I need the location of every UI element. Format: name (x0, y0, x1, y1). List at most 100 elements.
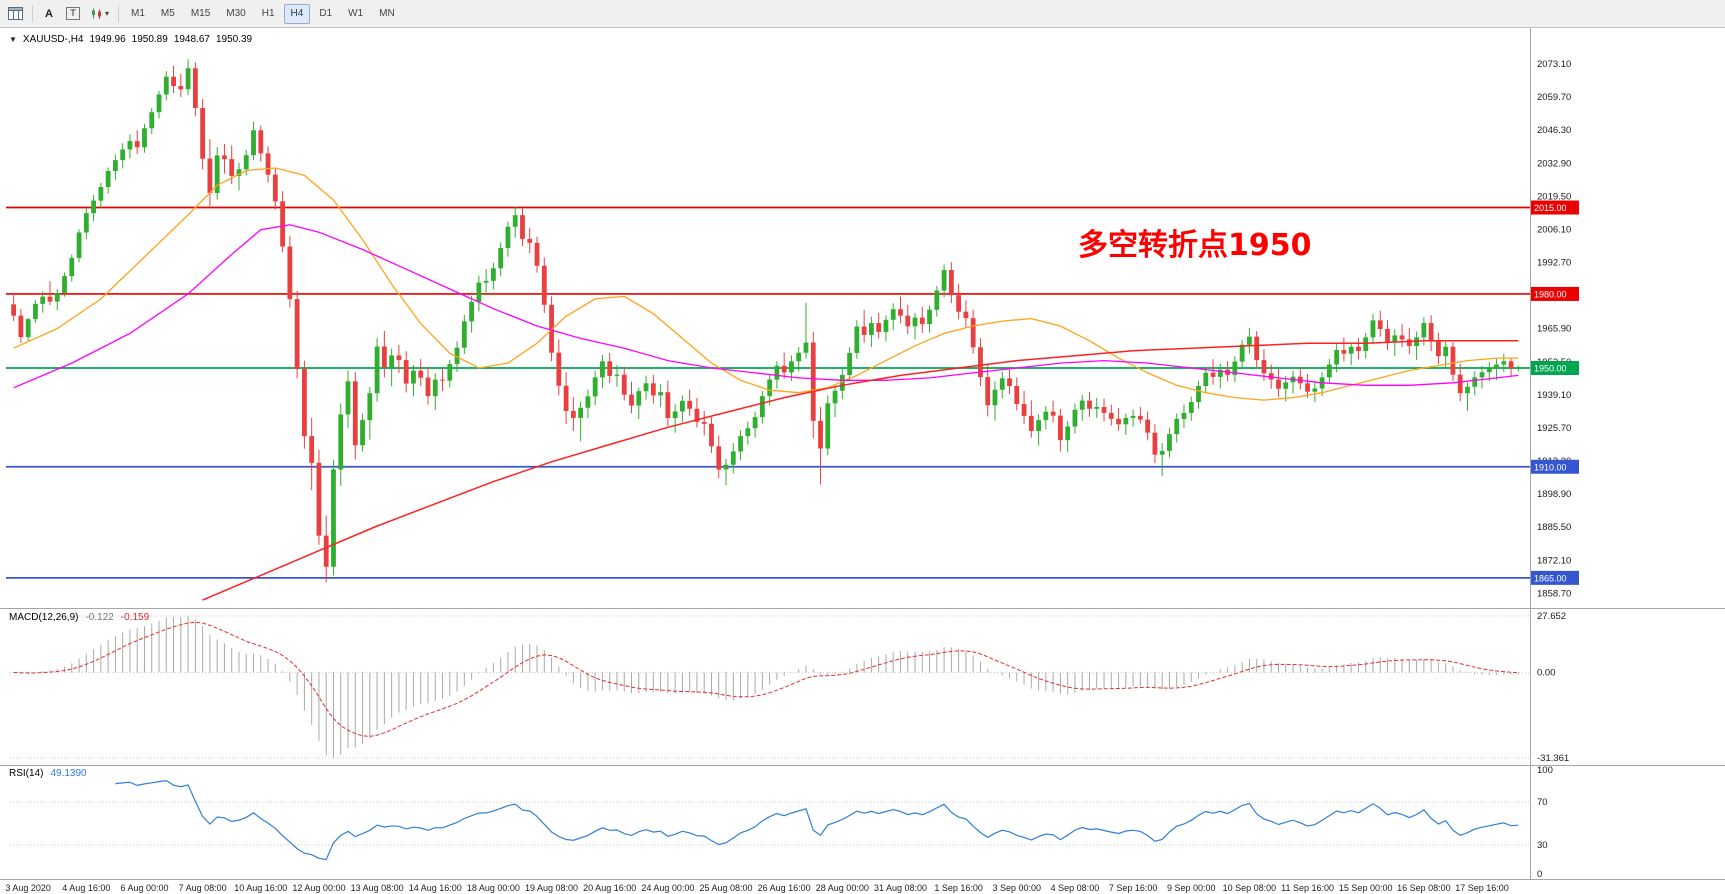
time-axis-label: 19 Aug 08:00 (525, 883, 578, 893)
time-axis-label: 16 Sep 08:00 (1397, 883, 1451, 893)
macd-signal-line (13, 621, 1519, 737)
price-axis-label: 2059.70 (1537, 92, 1571, 103)
ohlc-open: 1949.96 (89, 34, 126, 45)
price-axis-label: 1965.90 (1537, 324, 1571, 335)
price-tag-1980.00 (1530, 286, 1579, 301)
ma-lines-group (13, 167, 1519, 601)
timeframe-button-h1[interactable]: H1 (255, 4, 282, 24)
ma-slow-red (202, 340, 1519, 601)
candlestick-series (11, 59, 1521, 583)
macd-scale-label: 27.652 (1537, 611, 1566, 622)
time-axis-label: 17 Sep 16:00 (1455, 883, 1509, 893)
time-axis-label: 3 Aug 2020 (5, 883, 51, 893)
time-axis-label: 9 Sep 00:00 (1167, 883, 1216, 893)
price-axis-label: 1885.50 (1537, 522, 1571, 533)
price-tag-1865.00 (1530, 570, 1579, 585)
price-tag-label: 1865.00 (1534, 573, 1567, 583)
time-axis-label: 7 Sep 16:00 (1109, 883, 1158, 893)
price-axis-label: 2073.10 (1537, 59, 1571, 70)
price-axis-label: 1898.90 (1537, 489, 1571, 500)
rsi-title: RSI(14) (9, 768, 44, 779)
text-tool-label: T (66, 7, 80, 20)
ma-mid-magenta (13, 224, 1519, 389)
price-tag-label: 1950.00 (1534, 364, 1567, 374)
timeframe-button-w1[interactable]: W1 (341, 4, 370, 24)
time-axis-label: 4 Sep 08:00 (1051, 883, 1100, 893)
timeframe-button-mn[interactable]: MN (372, 4, 402, 24)
rsi-scale-label: 0 (1537, 869, 1542, 880)
macd-pane: 27.652 0.00 -31.361 (10, 611, 1569, 764)
toolbar-separator (32, 5, 33, 22)
chart-windows-button[interactable] (4, 3, 27, 24)
rsi-scale-label: 70 (1537, 797, 1548, 808)
rsi-line (115, 779, 1519, 861)
price-tag-label: 2015.00 (1534, 203, 1567, 213)
price-tag-label: 1910.00 (1534, 462, 1567, 472)
rsi-scale-label: 30 (1537, 840, 1548, 851)
ohlc-high: 1950.89 (131, 34, 168, 45)
rsi-header: RSI(14) 49.1390 (9, 768, 87, 779)
text-tool-button[interactable]: T (62, 3, 84, 24)
time-axis-label: 3 Sep 00:00 (993, 883, 1042, 893)
timeframe-button-m30[interactable]: M30 (219, 4, 252, 24)
macd-scale-label: -31.361 (1537, 753, 1569, 764)
price-tag-2015.00 (1530, 200, 1579, 215)
time-axis-label: 31 Aug 08:00 (874, 883, 927, 893)
time-axis-label: 20 Aug 16:00 (583, 883, 636, 893)
time-axis-label: 6 Aug 00:00 (120, 883, 168, 893)
price-tag-1910.00 (1530, 459, 1579, 474)
macd-signal-value: -0.159 (120, 612, 150, 623)
macd-header: MACD(12,26,9) -0.122 -0.159 (9, 612, 149, 623)
time-axis-label: 24 Aug 00:00 (641, 883, 694, 893)
price-tag-1950.00 (1530, 361, 1579, 376)
timeframe-toolbar: M1 M5 M15 M30 H1 H4 D1 W1 MN (123, 3, 403, 24)
rsi-scale-label: 100 (1537, 765, 1553, 776)
time-axis-label: 14 Aug 16:00 (409, 883, 462, 893)
price-axis-label: 1872.10 (1537, 555, 1571, 566)
candles-style-icon (92, 8, 101, 19)
timeframe-button-d1[interactable]: D1 (312, 4, 339, 24)
time-axis: 3 Aug 2020 4 Aug 16:00 6 Aug 00:00 7 Aug 08… (5, 883, 1508, 893)
time-axis-label: 11 Sep 16:00 (1281, 883, 1334, 893)
template-dropdown-button[interactable]: ▾ (86, 3, 113, 24)
time-axis-label: 15 Sep 00:00 (1339, 883, 1393, 893)
chart-ohlc-header: ▼ XAUUSD-,H4 1949.96 1950.89 1948.67 195… (9, 34, 252, 45)
price-axis-label: 1992.70 (1537, 258, 1571, 269)
rsi-pane: 100 70 30 0 (10, 765, 1553, 880)
tiled-windows-icon (8, 7, 23, 20)
time-axis-label: 7 Aug 08:00 (179, 883, 227, 893)
chart-annotation[interactable]: 多空转折点1950 (1078, 228, 1312, 263)
time-axis-label: 18 Aug 00:00 (467, 883, 520, 893)
time-axis-label: 13 Aug 08:00 (351, 883, 404, 893)
price-axis-label: 1858.70 (1537, 588, 1571, 599)
timeframe-button-h4[interactable]: H4 (283, 3, 311, 24)
toolbar-separator (118, 5, 120, 22)
price-axis-label: 2019.50 (1537, 191, 1571, 202)
price-axis-label: 2006.10 (1537, 224, 1571, 235)
time-axis-label: 12 Aug 00:00 (292, 883, 345, 893)
price-axis-label: 1925.70 (1537, 423, 1571, 434)
timeframe-button-m5[interactable]: M5 (154, 4, 182, 24)
macd-title: MACD(12,26,9) (9, 612, 79, 623)
time-axis-label: 4 Aug 16:00 (62, 883, 110, 893)
price-scale: 2073.10 2059.70 2046.30 2032.90 2019.50 2006.… (1530, 59, 1579, 599)
price-axis-label: 1939.10 (1537, 390, 1571, 401)
macd-main-value: -0.122 (85, 612, 114, 623)
ohlc-close: 1950.39 (215, 34, 253, 45)
price-tag-label: 1980.00 (1534, 289, 1567, 299)
main-toolbar: A T ▾ M1 M5 M15 M30 H1 H4 D1 W1 MN (0, 0, 1725, 28)
timeframe-button-m15[interactable]: M15 (184, 4, 217, 24)
cursor-tool-button[interactable]: A (38, 3, 60, 24)
time-axis-label: 26 Aug 16:00 (758, 883, 811, 893)
ma-fast-orange (13, 167, 1519, 401)
price-axis-label: 2032.90 (1537, 158, 1571, 169)
ohlc-low: 1948.67 (173, 34, 210, 45)
time-axis-label: 25 Aug 08:00 (699, 883, 752, 893)
hlines-group[interactable] (6, 206, 1531, 579)
symbol-period-label: XAUUSD-,H4 (22, 34, 84, 45)
timeframe-button-m1[interactable]: M1 (124, 4, 152, 24)
cursor-tool-label: A (45, 7, 53, 20)
collapse-triangle-icon[interactable]: ▼ (9, 35, 17, 44)
